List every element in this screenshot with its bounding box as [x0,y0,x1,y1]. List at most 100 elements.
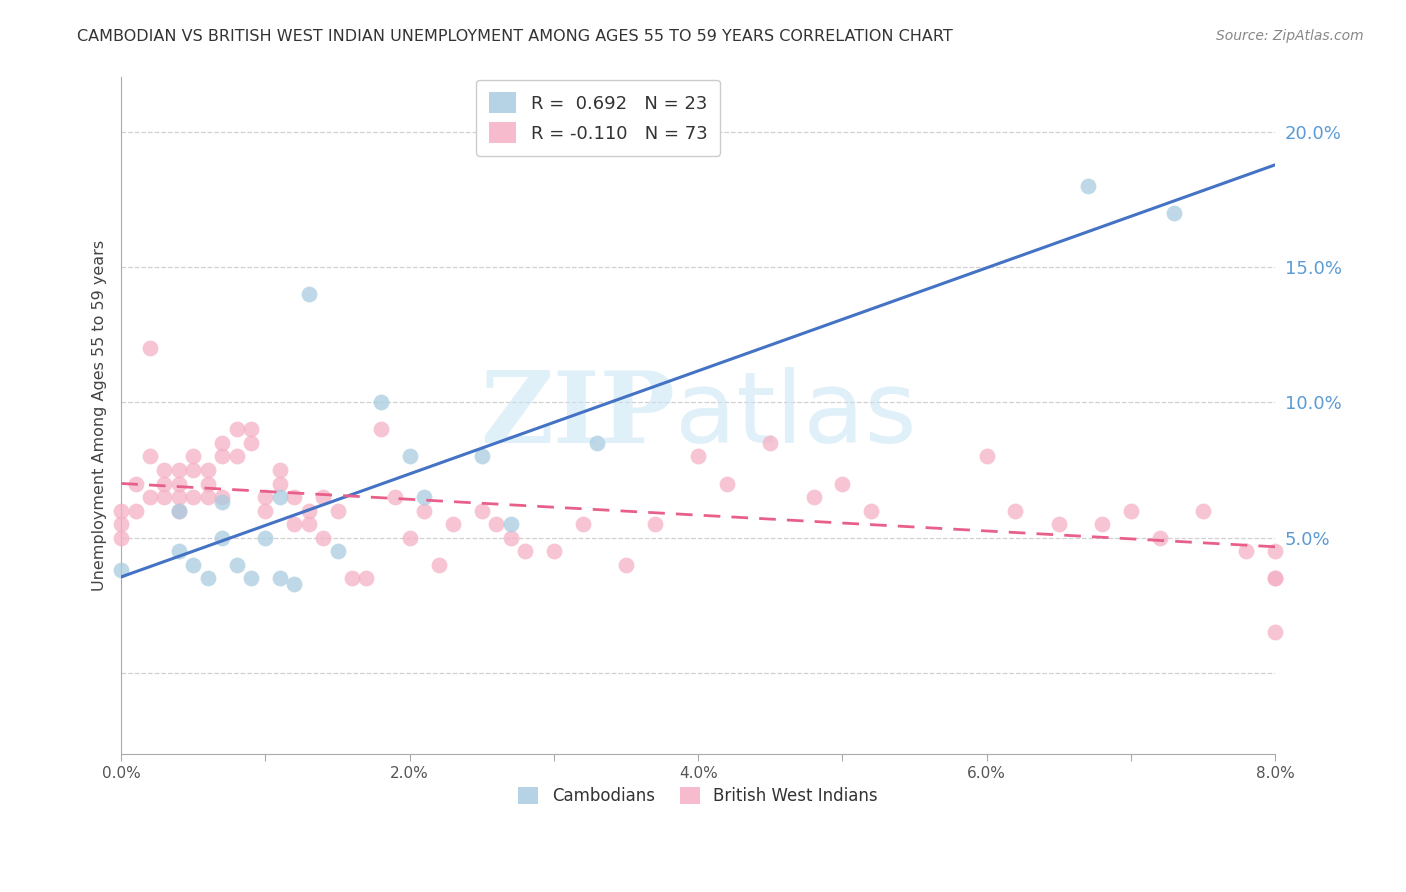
Point [312,490,335,504]
Point [211,450,233,464]
Point [269,490,291,504]
Point [167,503,190,517]
Point [254,531,277,545]
Point [1192,503,1215,517]
Point [860,503,883,517]
Point [298,287,321,301]
Point [183,450,205,464]
Point [356,571,378,585]
Point [1091,517,1114,532]
Point [153,476,176,491]
Point [153,463,176,477]
Point [110,503,132,517]
Point [716,476,738,491]
Point [340,571,363,585]
Point [124,503,146,517]
Point [139,450,162,464]
Point [197,571,219,585]
Point [183,558,205,572]
Point [167,544,190,558]
Point [471,503,494,517]
Point [370,395,392,409]
Text: atlas: atlas [675,368,917,465]
Point [1047,517,1070,532]
Point [269,571,291,585]
Point [197,490,219,504]
Point [240,436,263,450]
Point [326,544,349,558]
Point [427,558,450,572]
Point [153,490,176,504]
Point [1264,571,1286,585]
Legend: Cambodians, British West Indians: Cambodians, British West Indians [510,779,886,814]
Text: ZIP: ZIP [481,368,675,465]
Point [110,531,132,545]
Point [197,463,219,477]
Point [831,476,853,491]
Point [254,490,277,504]
Point [225,422,247,436]
Point [225,558,247,572]
Point [471,450,494,464]
Point [269,476,291,491]
Text: CAMBODIAN VS BRITISH WEST INDIAN UNEMPLOYMENT AMONG AGES 55 TO 59 YEARS CORRELAT: CAMBODIAN VS BRITISH WEST INDIAN UNEMPLO… [77,29,953,44]
Point [298,517,321,532]
Point [326,503,349,517]
Point [183,490,205,504]
Point [211,436,233,450]
Point [225,450,247,464]
Point [413,503,436,517]
Point [1264,544,1286,558]
Point [1119,503,1142,517]
Point [139,490,162,504]
Point [211,490,233,504]
Point [413,490,436,504]
Point [1149,531,1171,545]
Point [384,490,406,504]
Point [1004,503,1026,517]
Point [254,503,277,517]
Point [110,517,132,532]
Point [298,503,321,517]
Point [644,517,666,532]
Point [485,517,508,532]
Point [167,476,190,491]
Point [441,517,464,532]
Point [283,576,305,591]
Point [499,531,522,545]
Point [167,463,190,477]
Point [283,490,305,504]
Point [803,490,825,504]
Point [183,463,205,477]
Point [240,422,263,436]
Point [312,531,335,545]
Point [1264,625,1286,640]
Point [543,544,565,558]
Point [211,495,233,509]
Point [211,531,233,545]
Point [1264,571,1286,585]
Point [1234,544,1257,558]
Point [110,563,132,577]
Y-axis label: Unemployment Among Ages 55 to 59 years: Unemployment Among Ages 55 to 59 years [93,240,107,591]
Point [759,436,782,450]
Point [1163,206,1185,220]
Point [167,503,190,517]
Point [197,476,219,491]
Point [398,450,420,464]
Point [1077,178,1099,193]
Text: Source: ZipAtlas.com: Source: ZipAtlas.com [1216,29,1364,43]
Point [513,544,536,558]
Point [688,450,710,464]
Point [370,422,392,436]
Point [499,517,522,532]
Point [167,490,190,504]
Point [398,531,420,545]
Point [283,517,305,532]
Point [124,476,146,491]
Point [976,450,998,464]
Point [240,571,263,585]
Point [269,463,291,477]
Point [614,558,637,572]
Point [571,517,593,532]
